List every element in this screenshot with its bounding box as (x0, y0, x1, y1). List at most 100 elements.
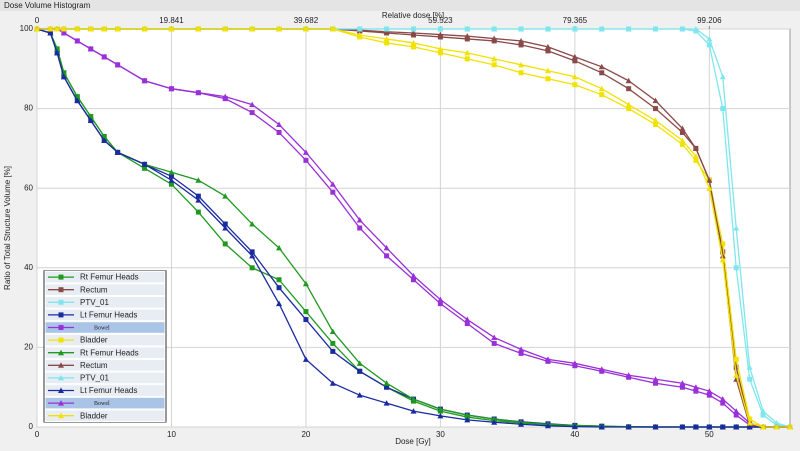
data-point (491, 334, 498, 340)
data-point (625, 101, 632, 108)
data-point (249, 265, 255, 271)
data-point (383, 26, 390, 32)
data-point (437, 301, 443, 307)
data-point (679, 384, 685, 390)
data-point (74, 97, 81, 104)
x-tick-label: 0 (35, 430, 40, 439)
data-point (544, 356, 551, 362)
data-point (747, 416, 753, 422)
data-point (249, 110, 255, 116)
legend-row (44, 384, 166, 397)
data-point (302, 356, 309, 362)
data-point (706, 35, 713, 42)
data-point (706, 424, 713, 430)
data-point (692, 145, 699, 151)
data-point (222, 26, 229, 32)
data-point (54, 26, 61, 32)
data-point (733, 225, 740, 231)
data-point (74, 37, 81, 44)
data-point (544, 67, 551, 74)
data-point (679, 424, 686, 430)
data-point (653, 380, 659, 386)
legend-marker (58, 299, 64, 305)
data-point (410, 396, 417, 402)
data-point (168, 177, 175, 183)
data-point (464, 49, 471, 56)
data-point (518, 346, 525, 352)
y-tick-label: 60 (24, 183, 33, 192)
data-point (357, 225, 363, 231)
data-point (464, 33, 471, 39)
data-point (330, 189, 336, 195)
data-point (571, 73, 578, 80)
data-point (141, 77, 148, 84)
data-point (276, 285, 282, 291)
legend-marker (58, 287, 64, 293)
data-point (544, 26, 551, 32)
legend-row (44, 371, 166, 385)
data-point (706, 42, 712, 48)
data-point (491, 419, 498, 425)
data-point (384, 384, 390, 390)
data-point (101, 26, 108, 32)
data-point (303, 157, 309, 163)
data-point (356, 217, 363, 223)
legend-row (44, 283, 166, 296)
data-point (464, 36, 470, 42)
data-point (356, 360, 363, 366)
legend-label: Rectum (80, 361, 108, 370)
x2-tick-label: 39.682 (294, 16, 319, 25)
data-point (747, 376, 753, 382)
data-point (491, 416, 498, 422)
data-point (518, 26, 525, 32)
legend-marker (58, 387, 64, 393)
x2-tick-label: 59.523 (428, 16, 453, 25)
data-point (330, 340, 336, 346)
data-point (653, 106, 659, 112)
data-point (571, 360, 578, 366)
data-point (437, 45, 444, 52)
data-point (518, 42, 524, 48)
data-point (464, 412, 471, 418)
data-point (249, 26, 256, 32)
data-point (60, 73, 67, 80)
data-point (625, 77, 632, 84)
data-point (195, 193, 201, 199)
data-point (706, 392, 712, 398)
data-point (679, 26, 686, 32)
data-point (330, 348, 336, 354)
data-point (692, 424, 699, 430)
legend-label: Rt Femur Heads (80, 273, 139, 282)
data-point (679, 137, 686, 143)
x2-tick-label: 79.365 (563, 16, 588, 25)
data-point (692, 384, 699, 390)
data-point (706, 177, 713, 183)
data-point (760, 408, 767, 414)
data-point (222, 241, 228, 247)
data-point (719, 252, 726, 259)
data-point (168, 169, 175, 175)
data-point (168, 26, 175, 32)
data-point (410, 26, 417, 32)
data-point (302, 149, 309, 155)
title-bar (0, 0, 800, 11)
data-point (598, 424, 605, 430)
data-point (464, 56, 470, 62)
legend: Rt Femur Heads Rectum PTV_01 Lt Femur Heads… (43, 270, 167, 423)
data-point (34, 26, 40, 32)
data-point (168, 173, 174, 179)
data-point (719, 396, 726, 402)
x-tick-label: 20 (301, 430, 310, 439)
data-point (437, 26, 444, 32)
data-point (276, 129, 282, 135)
data-point (101, 53, 108, 60)
data-point (410, 272, 417, 279)
data-point (464, 26, 471, 32)
legend-label: Bowel (94, 401, 110, 407)
legend-row (44, 396, 166, 410)
legend-label: Lt Femur Heads (80, 311, 137, 320)
data-point (491, 26, 498, 32)
data-point (706, 185, 713, 191)
data-point (679, 141, 685, 147)
data-point (437, 31, 444, 38)
